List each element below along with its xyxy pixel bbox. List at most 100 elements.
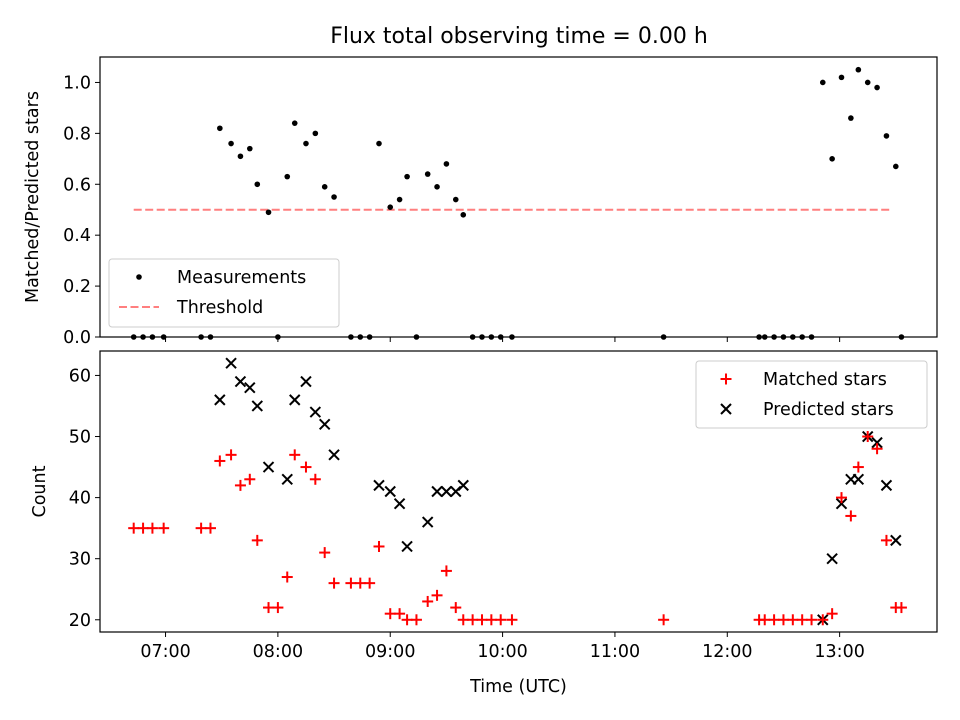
measurement-point — [237, 153, 244, 160]
matched-stars-point — [251, 534, 263, 546]
matched-stars-point — [195, 522, 207, 534]
matched-stars-point — [289, 449, 301, 461]
matched-stars-point — [658, 614, 670, 626]
matched-stars-point — [777, 614, 789, 626]
predicted-stars-point — [244, 381, 256, 394]
top-y-axis-label: Matched/Predicted stars — [23, 91, 43, 303]
predicted-stars-point — [421, 516, 434, 528]
matched-stars-point — [128, 522, 140, 534]
matched-stars-point — [506, 614, 518, 626]
matched-stars-point — [354, 577, 366, 589]
legend-plus — [720, 373, 732, 385]
measurement-point — [376, 140, 382, 147]
bottom-panel: 20 30 40 50 60 07:00 08:00 09:00 10:00 11:00 12:0… — [30, 350, 938, 697]
bottom-x-ticks: 07:00 08:00 09:00 10:00 11:00 12:00 13:00 — [140, 632, 865, 662]
predicted-stars-point — [890, 534, 902, 547]
legend-label-matched-stars: Matched stars — [763, 370, 887, 390]
matched-stars-point — [410, 614, 422, 626]
x-tick-label: 12:00 — [702, 642, 752, 662]
measurement-point — [838, 74, 845, 81]
predicted-stars-point — [880, 479, 893, 492]
predicted-stars-point — [281, 473, 293, 485]
matched-stars-point — [158, 522, 170, 534]
top-legend-box — [108, 258, 340, 328]
x-tick-label: 13:00 — [814, 642, 864, 662]
matched-stars-point — [862, 431, 874, 443]
legend-marker-matched-stars — [720, 373, 732, 385]
measurement-point — [434, 184, 440, 190]
matched-stars-point — [796, 614, 808, 626]
predicted-stars-point — [300, 375, 312, 388]
matched-stars-point — [204, 522, 216, 534]
x-tick-label: 08:00 — [253, 642, 303, 662]
predicted-stars-point — [440, 485, 453, 498]
measurement-point — [228, 140, 234, 147]
matched-stars-point — [309, 473, 321, 485]
matched-stars-point — [384, 608, 396, 620]
measurement-point — [855, 66, 862, 73]
y-tick-label: 40 — [69, 489, 91, 509]
bottom-y-axis-label: Count — [30, 465, 50, 517]
matched-stars-point — [787, 614, 799, 626]
y-tick-label: 1.0 — [63, 73, 91, 93]
y-tick-label: 0.0 — [63, 328, 91, 348]
matched-stars-point — [225, 449, 237, 461]
measurement-point — [312, 130, 319, 137]
y-tick-label: 0.4 — [63, 226, 91, 246]
legend-label-predicted-stars: Predicted stars — [763, 400, 894, 420]
legend-marker-measurements — [136, 274, 142, 280]
x-tick-label: 10:00 — [477, 642, 527, 662]
matched-stars-point — [895, 602, 907, 614]
predicted-stars-point — [431, 485, 443, 498]
matched-stars-point — [146, 522, 158, 534]
matched-stars-point — [476, 614, 488, 626]
y-tick-label: 60 — [69, 366, 91, 386]
measurement-point — [265, 209, 272, 216]
predicted-stars-point — [262, 461, 275, 473]
matched-stars-point — [817, 614, 829, 626]
matched-stars-point — [137, 522, 149, 534]
predicted-stars-point — [289, 394, 301, 406]
predicted-stars-point — [251, 400, 263, 412]
y-tick-label: 30 — [69, 550, 91, 570]
x-axis-label: Time (UTC) — [469, 677, 567, 697]
predicted-stars-point — [225, 357, 237, 369]
legend-cross — [720, 403, 732, 415]
predicted-stars-point — [457, 479, 469, 492]
matched-stars-point — [826, 608, 838, 620]
matched-stars-point — [234, 479, 246, 491]
measurement-point — [893, 163, 899, 170]
chart-title: Flux total observing time = 0.00 h — [330, 24, 708, 49]
measurement-point — [848, 115, 854, 121]
measurement-point — [331, 194, 337, 200]
predicted-stars-point — [835, 498, 848, 510]
matched-stars-point — [263, 602, 275, 614]
bottom-legend: Matched stars Predicted stars — [695, 360, 928, 429]
matched-stars-point — [871, 443, 883, 455]
matched-stars-point — [880, 534, 892, 546]
bottom-legend-box — [695, 360, 928, 429]
predicted-stars-point — [318, 418, 331, 431]
x-tick-label: 11:00 — [590, 642, 640, 662]
predicted-stars-series — [214, 357, 902, 626]
matched-stars-point — [328, 577, 340, 589]
measurement-point — [460, 212, 467, 218]
predicted-stars-point — [401, 540, 413, 553]
predicted-stars-point — [373, 479, 385, 492]
measurement-point — [874, 84, 880, 91]
bottom-axes-frame — [99, 350, 938, 633]
matched-stars-point — [495, 614, 507, 626]
matched-stars-point — [457, 614, 469, 626]
top-legend: Measurements Threshold — [108, 258, 340, 328]
matched-stars-point — [806, 614, 818, 626]
matched-stars-point — [345, 577, 357, 589]
predicted-stars-point — [234, 375, 247, 388]
matched-stars-series — [128, 431, 907, 626]
predicted-stars-point — [328, 449, 340, 461]
matched-stars-point — [401, 614, 413, 626]
matched-stars-point — [272, 602, 284, 614]
measurement-point — [284, 173, 291, 180]
legend-label-threshold: Threshold — [176, 298, 263, 318]
